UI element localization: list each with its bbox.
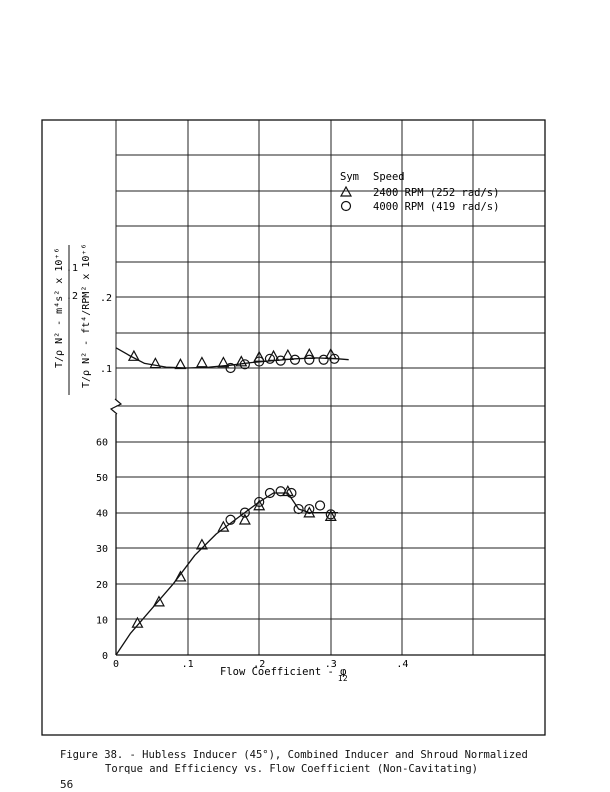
caption-line-1: Figure 38. - Hubless Inducer (45°), Comb… [60, 749, 528, 761]
torque-fit-curve [115, 347, 349, 369]
legend-header-sym: Sym [340, 171, 359, 183]
page-number: 56 [60, 778, 74, 791]
efficiency-triangle-point-5 [238, 513, 251, 525]
efficiency-triangle-point-4 [217, 520, 230, 532]
efficiency-triangle-point-0 [131, 616, 144, 628]
efficiency-tick-label-6: 60 [96, 437, 108, 448]
xlabel-subscript: I2 [338, 674, 348, 683]
legend-circle-marker [340, 200, 352, 212]
torque-circle-point-4 [275, 355, 286, 366]
x-tick-label-0: 0 [113, 659, 119, 670]
chart-frame [41, 119, 546, 736]
legend-entry-4000: 4000 RPM (419 rad/s) [373, 201, 499, 213]
data-markers [127, 347, 340, 628]
torque-triangle-point-9 [303, 347, 316, 360]
torque-triangle-point-1 [149, 357, 162, 369]
torque-triangle-point-0 [127, 349, 140, 361]
x-tick-label-1: .1 [182, 659, 194, 670]
efficiency-circle-point-5 [286, 487, 297, 499]
efficiency-tick-label-4: 40 [96, 509, 108, 520]
torque-circle-point-0 [225, 362, 236, 374]
efficiency-triangle-point-9 [324, 509, 337, 522]
torque-en-tick-label-1: .2 [100, 293, 112, 304]
torque-circle-point-6 [304, 354, 315, 365]
xlabel: Flow Coefficient - φ [220, 666, 346, 678]
torque-triangle-point-2 [174, 358, 187, 370]
torque-triangle-point-8 [281, 348, 294, 360]
legend-header-speed: Speed [373, 171, 405, 183]
efficiency-triangle-point-3 [195, 538, 208, 550]
efficiency-circle-point-0 [225, 514, 236, 525]
torque-y-axis-labels: T/ρ N² - m⁴s² x 10⁺⁶ T/ρ N² - ft⁴/RPM² x… [54, 244, 92, 395]
efficiency-circle-point-3 [264, 487, 276, 499]
efficiency-triangle-point-6 [253, 499, 266, 511]
efficiency-circle-point-7 [304, 503, 315, 515]
x-tick-label-4: .4 [396, 659, 408, 670]
efficiency-tick-label-5: 50 [96, 473, 108, 484]
tick-labels: 0 10 20 30 40 50 60 0 .1 .2 .3 .4 .1 .2 .1 .2 [66, 263, 408, 670]
legend-entry-2400: 2400 RPM (252 rad/s) [373, 187, 499, 199]
torque-si-tick-label-1: .2 [66, 291, 78, 302]
torque-circle-point-1 [239, 359, 250, 370]
efficiency-triangle-point-2 [174, 570, 187, 582]
x-tick-label-3: .3 [325, 659, 337, 670]
torque-ylabel-si: T/ρ N² - m⁴s² x 10⁺⁶ [54, 248, 65, 368]
x-axis-label: Flow Coefficient - φ I2 [220, 666, 348, 683]
efficiency-circle-point-9 [325, 509, 336, 520]
efficiency-tick-label-1: 10 [96, 615, 108, 626]
torque-triangle-point-4 [217, 356, 230, 368]
efficiency-circle-point-2 [254, 496, 265, 508]
torque-circle-point-2 [254, 356, 265, 367]
torque-triangle-point-6 [253, 350, 266, 362]
torque-circle-point-8 [329, 353, 340, 364]
torque-circle-point-7 [318, 354, 329, 365]
torque-ylabel-en: T/ρ N² - ft⁴/RPM² x 10⁺⁶ [81, 244, 92, 389]
efficiency-tick-label-0: 0 [102, 651, 108, 662]
torque-circle-point-5 [289, 354, 301, 365]
efficiency-tick-label-3: 30 [96, 544, 108, 555]
efficiency-circle-point-1 [239, 507, 250, 518]
torque-en-tick-label-0: .1 [100, 364, 112, 375]
caption-line-2: Torque and Efficiency vs. Flow Coefficie… [105, 763, 478, 775]
legend: Sym Speed 2400 RPM (252 rad/s) 4000 RPM … [339, 171, 499, 213]
legend-triangle-marker [339, 185, 353, 197]
efficiency-triangle-point-1 [152, 595, 165, 607]
torque-triangle-point-7 [267, 349, 280, 361]
axis-break-symbol [109, 398, 123, 415]
efficiency-circle-point-6 [293, 503, 304, 515]
efficiency-triangle-point-8 [303, 506, 316, 518]
efficiency-circle-point-8 [314, 500, 326, 511]
figure-caption: Figure 38. - Hubless Inducer (45°), Comb… [60, 748, 580, 776]
efficiency-circle-point-4 [275, 486, 286, 497]
torque-si-tick-label-0: .1 [66, 263, 78, 274]
outer-frame [41, 119, 546, 736]
torque-circle-point-3 [264, 353, 276, 364]
x-tick-label-2: .2 [253, 659, 265, 670]
torque-triangle-point-3 [195, 356, 208, 368]
torque-fit-line [115, 347, 349, 369]
efficiency-tick-label-2: 20 [96, 580, 108, 591]
torque-triangle-point-5 [235, 355, 248, 367]
